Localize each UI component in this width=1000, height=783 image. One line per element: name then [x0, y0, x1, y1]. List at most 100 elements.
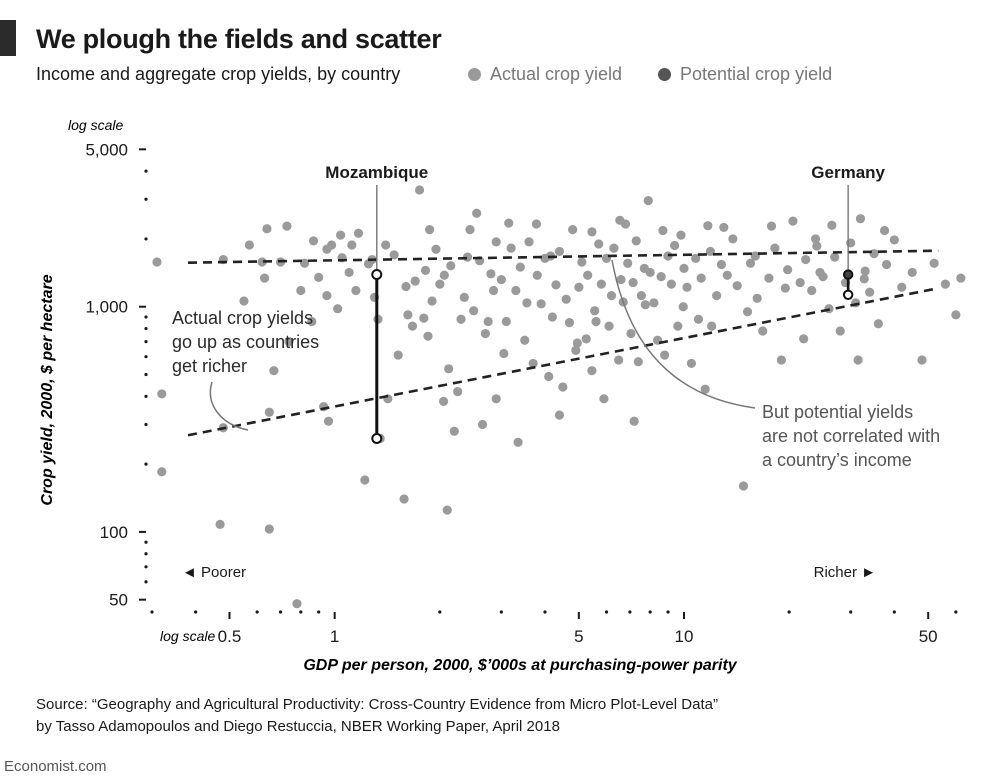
actual-yield-point — [764, 273, 774, 283]
actual-yield-point — [307, 316, 317, 327]
actual-yield-point — [728, 234, 738, 244]
actual-yield-point — [722, 270, 732, 280]
actual-yield-point — [745, 258, 756, 268]
actual-yield-point — [431, 244, 441, 254]
x-tick-label: 1 — [330, 627, 339, 646]
actual-yield-point — [401, 281, 411, 292]
actual-yield-point — [742, 307, 753, 317]
actual-yield-point — [264, 407, 274, 417]
actual-yield-point — [879, 225, 890, 236]
actual-yield-point — [453, 386, 463, 397]
actual-yield-point — [581, 334, 591, 344]
actual-yield-point — [897, 282, 907, 292]
actual-yield-point — [456, 314, 466, 324]
actual-yield-point — [604, 321, 614, 331]
actual-yield-point — [750, 251, 760, 261]
actual-yield-point — [531, 219, 542, 229]
actual-yield-point — [732, 281, 742, 291]
potential-trend-line — [187, 249, 939, 264]
actual-yield-point — [259, 273, 270, 283]
actual-yield-point — [835, 326, 845, 336]
actual-yield-point — [269, 366, 279, 376]
actual-yield-point — [469, 306, 479, 316]
actual-yield-point — [640, 300, 650, 310]
actual-yield-point — [869, 249, 879, 259]
actual-yield-point — [636, 291, 646, 301]
y-minor-tick — [144, 540, 148, 544]
actual-yield-point — [596, 279, 606, 289]
y-axis-title: Crop yield, 2000, $ per hectare — [39, 274, 56, 505]
actual-yield-point — [296, 285, 306, 296]
actual-yield-point — [907, 267, 917, 278]
actual-yield-point — [626, 328, 636, 339]
actual-yield-point — [511, 285, 521, 296]
x-minor-tick — [628, 610, 632, 614]
y-minor-tick — [144, 237, 148, 241]
x-minor-tick — [849, 610, 853, 614]
germany-label: Germany — [811, 163, 885, 182]
actual-yield-point — [770, 243, 780, 253]
actual-yield-point — [606, 291, 617, 301]
x-minor-tick — [150, 610, 154, 614]
actual-yield-point — [649, 298, 659, 308]
actual-yield-point — [524, 237, 534, 247]
actual-yield-point — [599, 394, 609, 404]
actual-yield-point — [766, 221, 777, 231]
actual-yield-point — [917, 355, 927, 365]
actual-yield-point — [483, 316, 493, 327]
y-tick-label: 5,000 — [85, 140, 128, 159]
actual-yield-point — [262, 224, 272, 234]
actual-yield-point — [351, 285, 361, 296]
actual-yield-point — [536, 299, 546, 309]
actual-yield-point — [520, 335, 530, 345]
actual-yield-point — [561, 294, 571, 304]
actual-yield-point — [691, 253, 701, 263]
actual-yield-point — [554, 410, 565, 420]
actual-yield-point — [528, 358, 538, 369]
actual-yield-point — [551, 280, 561, 290]
y-tick-label: 100 — [100, 523, 128, 542]
actual-yield-point — [810, 234, 821, 244]
actual-trend-note-line: Actual crop yields — [172, 308, 313, 328]
actual-yield-point — [157, 389, 167, 399]
actual-yield-point — [676, 230, 686, 240]
x-minor-tick — [892, 610, 896, 614]
actual-yield-point — [591, 316, 601, 327]
x-minor-tick — [317, 610, 321, 614]
y-minor-tick — [144, 580, 148, 584]
y-minor-tick — [144, 315, 148, 319]
actual-yield-point — [572, 338, 582, 348]
actual-yield-point — [807, 285, 817, 296]
chart-subtitle: Income and aggregate crop yields, by cou… — [36, 64, 401, 84]
actual-yield-point — [353, 228, 364, 238]
richer-direction-label: Richer ► — [814, 564, 876, 581]
actual-trend-line — [187, 286, 939, 437]
actual-yield-point — [347, 240, 357, 250]
actual-yield-point — [587, 366, 597, 376]
actual-yield-point — [419, 313, 429, 323]
actual-yield-point — [705, 246, 716, 257]
x-tick-label: 50 — [919, 627, 938, 646]
actual-yield-point — [344, 267, 354, 278]
actual-yield-point — [284, 337, 294, 347]
actual-yield-point — [686, 358, 697, 369]
actual-yield-point — [815, 267, 825, 278]
y-scale-label: log scale — [68, 117, 123, 133]
source-line-1: Source: “Geography and Agricultural Prod… — [36, 696, 718, 713]
actual-yield-point — [716, 259, 727, 270]
actual-yield-point — [282, 221, 292, 231]
actual-yield-point — [679, 263, 689, 273]
actual-yield-point — [660, 350, 670, 360]
actual-yield-point — [496, 274, 506, 285]
actual-yield-point — [435, 279, 445, 289]
actual-yield-point — [719, 222, 729, 233]
actual-yield-point — [643, 195, 653, 206]
x-minor-tick — [648, 610, 652, 614]
actual-yield-point — [696, 273, 706, 283]
actual-yield-point — [658, 225, 668, 236]
actual-yield-point — [389, 250, 399, 260]
actual-yield-point — [393, 350, 403, 360]
actual-yield-point — [609, 243, 619, 253]
actual-yield-point — [956, 273, 966, 283]
actual-yield-point — [515, 262, 525, 272]
